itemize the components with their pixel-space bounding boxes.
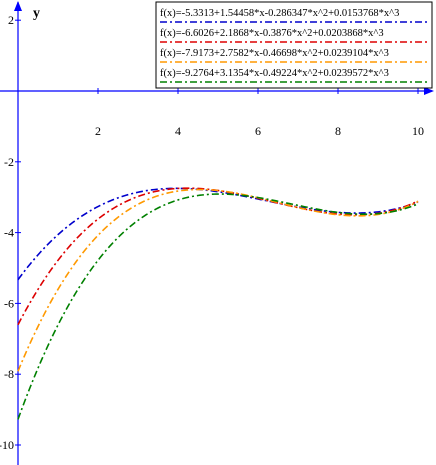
y-tick-label: 2 <box>8 13 14 27</box>
legend-label-2: f(x)=-6.6026+2.1868*x-0.3876*x^2+0.02038… <box>160 28 384 39</box>
y-axis-arrow <box>14 1 22 11</box>
y-tick-label: -2 <box>4 155 14 169</box>
series-line-1 <box>17 187 419 281</box>
legend-label-3: f(x)=-7.9173+2.7582*x-0.46698*x^2+0.0239… <box>160 48 389 59</box>
legend-label-4: f(x)=-9.2764+3.1354*x-0.49224*x^2+0.0239… <box>160 68 389 79</box>
x-tick-label: 2 <box>95 124 101 138</box>
curves <box>17 187 419 420</box>
series-line-2 <box>17 187 419 326</box>
legend-box <box>155 1 433 89</box>
y-tick-label: -4 <box>4 226 14 240</box>
legend: f(x)=-5.3313+1.54458*x-0.286347*x^2+0.01… <box>155 1 433 89</box>
legend-label-1: f(x)=-5.3313+1.54458*x-0.286347*x^2+0.01… <box>160 8 399 19</box>
y-tick-label: -8 <box>4 367 14 381</box>
x-tick-label: 8 <box>335 124 341 138</box>
x-tick-label: 6 <box>255 124 261 138</box>
series-line-4 <box>17 193 419 420</box>
y-tick-label: -10 <box>0 438 14 452</box>
series-line-3 <box>17 188 419 372</box>
y-axis-title: y <box>33 6 40 21</box>
y-tick-label: -6 <box>4 296 14 310</box>
x-tick-label: 10 <box>412 124 424 138</box>
x-axis-arrow <box>424 87 434 95</box>
x-tick-label: 4 <box>175 124 181 138</box>
